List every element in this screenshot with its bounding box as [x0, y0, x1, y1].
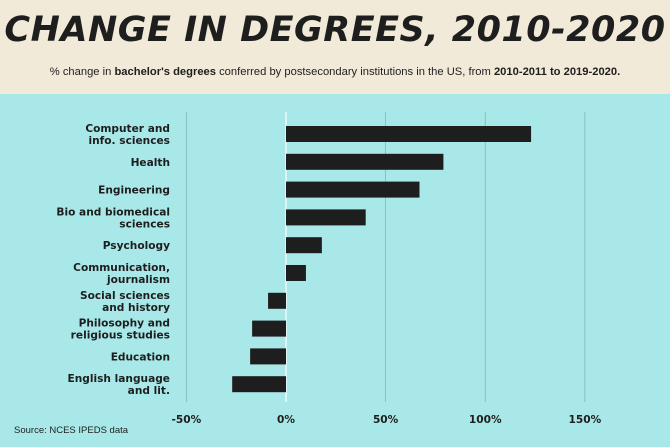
- category-label-line: Psychology: [103, 240, 170, 252]
- category-label-line: Health: [131, 157, 170, 169]
- bar-6: [268, 292, 286, 309]
- category-label-line: Philosophy and: [79, 318, 170, 330]
- bar-8: [250, 348, 286, 365]
- x-tick-label-0: -50%: [171, 414, 201, 426]
- bar-5: [286, 265, 306, 281]
- x-tick-label-4: 150%: [569, 414, 602, 426]
- category-label-8: Education: [111, 351, 170, 363]
- source-note: Source: NCES IPEDS data: [14, 425, 129, 436]
- plot-background: [0, 94, 670, 447]
- category-label-4: Psychology: [103, 240, 170, 252]
- x-tick-label-3: 100%: [469, 414, 502, 426]
- category-label-6: Social sciences and history: [80, 290, 170, 314]
- subtitle-text-2: conferred by postsecondary institutions …: [215, 66, 494, 78]
- category-label-5: Communication, journalism: [73, 262, 170, 286]
- category-label-1: Health: [131, 157, 170, 169]
- category-label-0: Computer and info. sciences: [85, 123, 170, 147]
- category-label-line: Computer and: [85, 123, 170, 135]
- category-label-line: and history: [102, 302, 170, 314]
- bar-2: [286, 181, 420, 198]
- category-label-line: and lit.: [128, 385, 170, 397]
- category-label-line: Education: [111, 351, 170, 363]
- category-label-line: Communication,: [73, 262, 170, 274]
- bar-4: [286, 237, 322, 254]
- subtitle-bold-1: bachelor's degrees: [114, 66, 216, 78]
- header: CHANGE IN DEGREES, 2010-2020 % change in…: [0, 0, 670, 94]
- x-tick-label-1: 0%: [277, 414, 295, 426]
- category-label-9: English language and lit.: [67, 373, 170, 397]
- subtitle-bold-2: 2010-2011 to 2019-2020.: [493, 66, 621, 78]
- category-label-7: Philosophy and religious studies: [71, 318, 170, 342]
- category-label-line: English language: [67, 373, 170, 385]
- bar-9: [232, 376, 286, 393]
- bar-0: [286, 126, 532, 142]
- chart-title: CHANGE IN DEGREES, 2010-2020: [4, 10, 666, 50]
- category-label-line: info. sciences: [89, 135, 171, 147]
- category-label-2: Engineering: [98, 185, 170, 197]
- category-label-line: Social sciences: [80, 290, 170, 302]
- chart-subtitle: % change in bachelor's degrees conferred…: [0, 66, 670, 78]
- x-tick-label-2: 50%: [373, 414, 399, 426]
- category-label-line: journalism: [106, 274, 170, 286]
- category-label-line: Bio and biomedical: [56, 206, 170, 218]
- category-label-3: Bio and biomedical sciences: [56, 206, 170, 230]
- category-label-line: Engineering: [98, 185, 170, 197]
- category-label-line: religious studies: [71, 330, 170, 342]
- bar-7: [252, 320, 286, 337]
- bar-1: [286, 153, 444, 170]
- category-label-line: sciences: [119, 218, 170, 230]
- bar-3: [286, 209, 366, 226]
- subtitle-text-1: % change in: [49, 66, 115, 78]
